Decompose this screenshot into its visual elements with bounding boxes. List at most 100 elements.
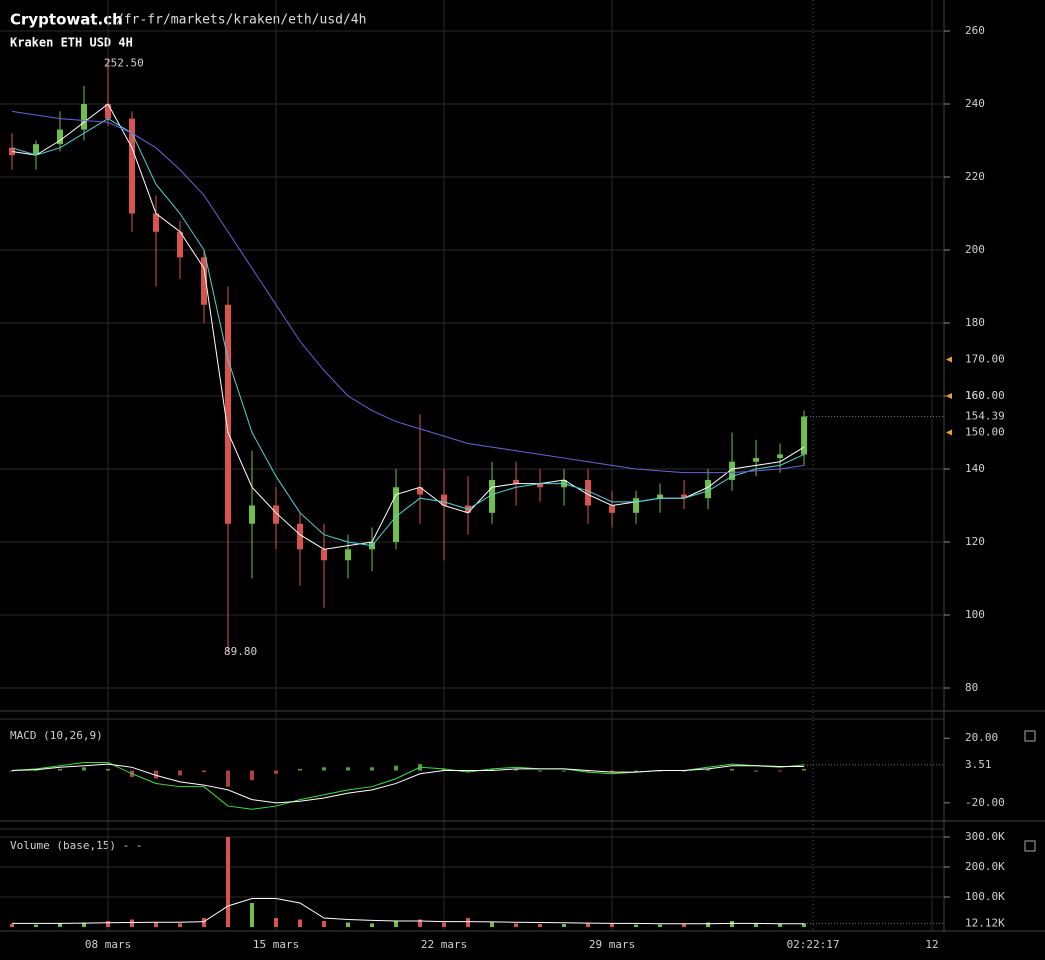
candle-body <box>153 213 160 232</box>
chart-title: Kraken ETH USD 4H <box>10 36 133 50</box>
candle-body <box>297 523 304 550</box>
volume-bar <box>562 924 567 928</box>
x-tick-label: 12 <box>925 938 938 951</box>
candle-body <box>777 454 784 459</box>
histogram-bar <box>250 770 255 781</box>
histogram-bar <box>154 770 159 779</box>
site-name: Cryptowat.ch <box>10 11 123 29</box>
candle-body <box>225 304 232 524</box>
last-value-label: 3.51 <box>965 758 992 771</box>
y-tick-label: 260 <box>965 24 985 37</box>
price-marker-label: 170.00 <box>965 353 1005 366</box>
histogram-bar <box>178 770 183 776</box>
volume-bar <box>154 922 159 928</box>
y-tick-label: 200 <box>965 243 985 256</box>
volume-bar <box>418 919 423 928</box>
volume-bar <box>58 923 63 928</box>
histogram-bar <box>706 768 711 771</box>
candle-body <box>201 257 208 305</box>
candle-body <box>657 494 664 499</box>
candle-body <box>633 498 640 513</box>
candle-body <box>417 487 424 495</box>
histogram-bar <box>82 767 87 771</box>
histogram-bar <box>514 768 519 771</box>
histogram-bar <box>634 770 639 772</box>
candle-body <box>705 479 712 499</box>
volume-bar <box>178 923 183 928</box>
histogram-bar <box>754 770 759 772</box>
histogram-bar <box>274 770 279 774</box>
candle-body <box>537 483 544 488</box>
candle-body <box>81 104 88 130</box>
y-tick-label: 220 <box>965 170 985 183</box>
histogram-bar <box>802 768 807 771</box>
candle-body <box>393 487 400 543</box>
histogram-bar <box>490 768 495 771</box>
price-marker-label: 150.00 <box>965 426 1005 439</box>
volume-bar <box>658 924 663 928</box>
volume-ma <box>12 898 805 925</box>
volume-bar <box>82 922 87 928</box>
last-value-label: 154.39 <box>965 409 1005 422</box>
histogram-bar <box>562 770 567 772</box>
histogram-bar <box>10 770 15 772</box>
candle-body <box>177 231 184 258</box>
histogram-bar <box>322 767 327 771</box>
volume-bar <box>634 924 639 928</box>
y-tick-label: 20.00 <box>965 731 998 744</box>
panel-title: Volume (base,15) - - <box>10 839 142 852</box>
x-tick-label: 02:22:17 <box>787 938 840 951</box>
annotation: 252.50 <box>104 56 144 69</box>
volume-bar <box>250 903 255 928</box>
volume-bar <box>34 924 39 928</box>
volume-bar <box>226 837 231 928</box>
histogram-bar <box>298 768 303 771</box>
price-marker <box>946 429 952 436</box>
histogram-bar <box>730 768 735 771</box>
close-button[interactable] <box>1024 840 1036 852</box>
histogram-bar <box>466 770 471 773</box>
x-tick-label: 22 mars <box>421 938 467 951</box>
y-tick-label: 80 <box>965 681 978 694</box>
price-marker <box>946 393 952 400</box>
histogram-bar <box>346 767 351 771</box>
url-path: /fr-fr/markets/kraken/eth/usd/4h <box>116 13 366 28</box>
volume-bar <box>706 922 711 928</box>
candle-body <box>609 505 616 513</box>
volume-bar <box>754 923 759 928</box>
volume-bar <box>130 919 135 928</box>
price-marker <box>946 356 952 363</box>
moving-average <box>11 110 805 474</box>
candle-body <box>513 479 520 484</box>
close-button[interactable] <box>1024 730 1036 742</box>
candle-body <box>729 461 736 480</box>
annotation: 89.80 <box>224 645 257 658</box>
volume-bar <box>490 922 495 928</box>
volume-bar <box>322 921 327 928</box>
y-tick-label: 120 <box>965 535 985 548</box>
candle-body <box>321 549 328 561</box>
volume-bar <box>274 918 279 928</box>
candle-body <box>57 129 64 145</box>
volume-bar <box>778 924 783 928</box>
y-tick-label: 300.0K <box>965 830 1005 843</box>
volume-bar <box>106 921 111 928</box>
candle-body <box>585 479 592 506</box>
last-value-label: 12.12K <box>965 916 1005 929</box>
histogram-bar <box>610 770 615 773</box>
price-marker-label: 160.00 <box>965 389 1005 402</box>
y-tick-label: 240 <box>965 97 985 110</box>
volume-bar <box>370 923 375 928</box>
y-tick-label: 100.0K <box>965 890 1005 903</box>
candle-body <box>33 144 40 156</box>
macd-line <box>11 763 805 804</box>
histogram-bar <box>370 767 375 771</box>
volume-bar <box>802 923 807 928</box>
candle-body <box>129 118 136 214</box>
moving-average <box>11 118 805 547</box>
volume-bar <box>202 918 207 928</box>
volume-bar <box>610 924 615 928</box>
y-tick-label: 200.0K <box>965 860 1005 873</box>
candle-body <box>681 494 688 499</box>
candle-body <box>753 458 760 462</box>
